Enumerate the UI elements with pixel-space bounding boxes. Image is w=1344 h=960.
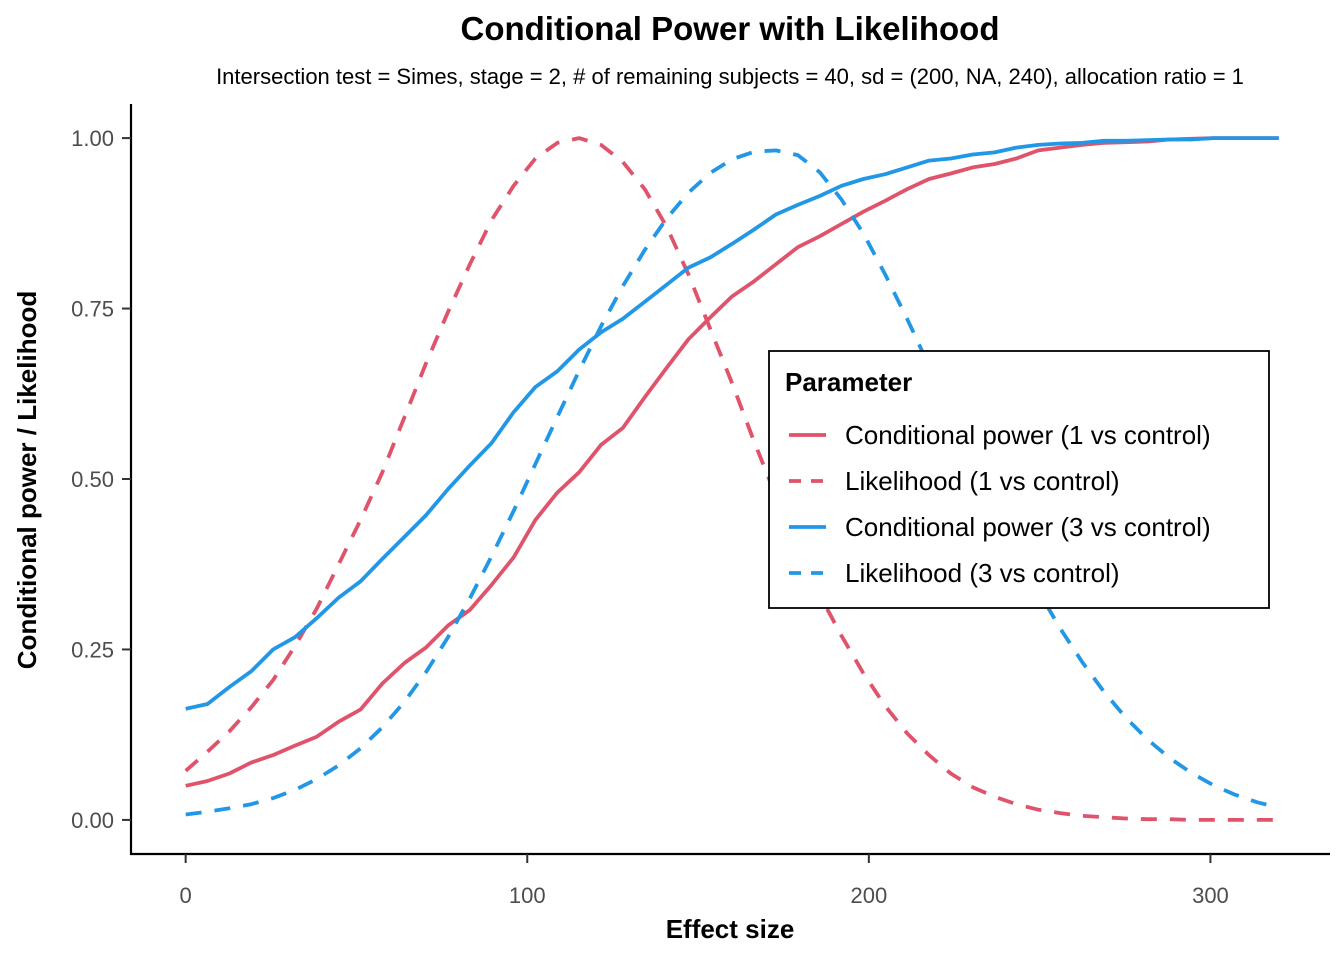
legend-items: Conditional power (1 vs control) Likeliho… — [789, 420, 1211, 588]
legend-label-4: Likelihood (3 vs control) — [845, 558, 1120, 588]
chart-subtitle: Intersection test = Simes, stage = 2, # … — [216, 64, 1244, 89]
legend-box — [768, 350, 1270, 609]
series-line-4 — [185, 148, 1280, 817]
x-axis-ticks: 0 100 200 300 — [180, 854, 1229, 908]
legend: Parameter Conditional power (1 vs contro… — [768, 350, 1270, 609]
y-tick-label: 0.75 — [71, 297, 114, 322]
x-tick-label: 200 — [850, 883, 887, 908]
y-tick-label: 0.25 — [71, 637, 114, 662]
y-axis-title: Conditional power / Likelihood — [12, 291, 42, 669]
legend-label-2: Likelihood (1 vs control) — [845, 466, 1120, 496]
series-line-2 — [184, 136, 1279, 822]
series-line-1 — [185, 136, 1279, 788]
chart-title: Conditional Power with Likelihood — [461, 10, 1000, 47]
x-axis-title: Effect size — [666, 914, 795, 944]
plot-area — [184, 136, 1280, 822]
y-axis-ticks: 0.00 0.25 0.50 0.75 1.00 — [71, 126, 131, 833]
legend-label-3: Conditional power (3 vs control) — [845, 512, 1211, 542]
y-tick-label: 1.00 — [71, 126, 114, 151]
y-tick-label: 0.00 — [71, 808, 114, 833]
series-line-3 — [185, 136, 1279, 711]
legend-title: Parameter — [785, 367, 912, 397]
x-tick-label: 300 — [1192, 883, 1229, 908]
x-tick-label: 0 — [180, 883, 192, 908]
y-tick-label: 0.50 — [71, 467, 114, 492]
x-tick-label: 100 — [509, 883, 546, 908]
legend-label-1: Conditional power (1 vs control) — [845, 420, 1211, 450]
